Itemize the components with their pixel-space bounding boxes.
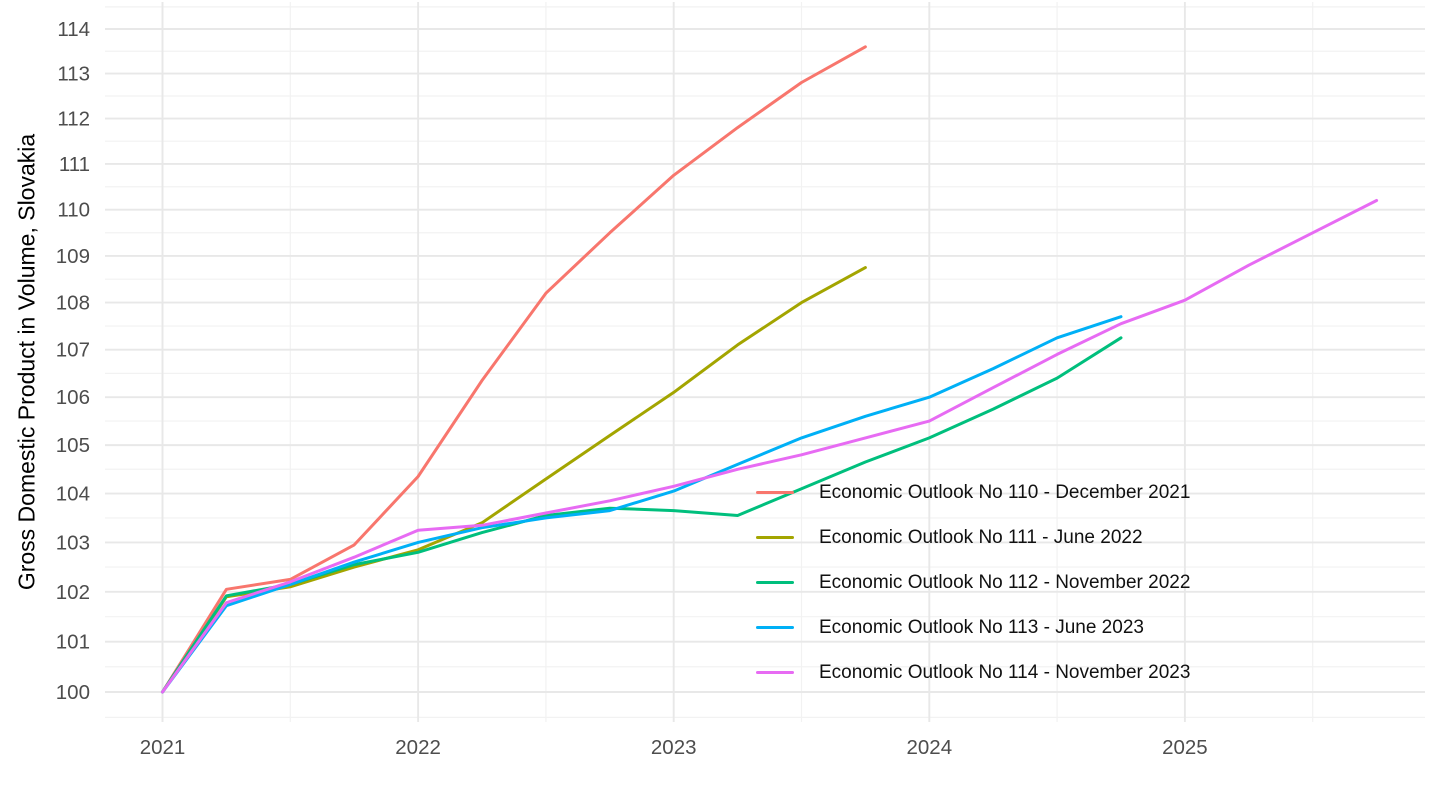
y-tick-label: 110 <box>57 199 90 222</box>
y-tick-label: 107 <box>56 339 90 362</box>
legend-item-label: Economic Outlook No 111 - June 2022 <box>819 526 1143 548</box>
series-line <box>161 199 1379 694</box>
legend-item: Economic Outlook No 112 - November 2022 <box>756 560 1190 605</box>
legend-key-line <box>756 580 794 585</box>
legend: Economic Outlook No 110 - December 2021 … <box>756 470 1190 695</box>
y-tick-label: 112 <box>57 108 90 131</box>
y-tick-label: 106 <box>56 386 90 409</box>
legend-item: Economic Outlook No 114 - November 2023 <box>756 650 1190 695</box>
legend-key-line <box>756 625 794 630</box>
y-tick-label: 100 <box>56 681 90 704</box>
y-tick-label: 113 <box>57 63 90 86</box>
series-line <box>161 45 867 694</box>
legend-item: Economic Outlook No 111 - June 2022 <box>756 515 1190 560</box>
y-axis-title: Gross Domestic Product in Volume, Slovak… <box>13 133 40 591</box>
legend-item: Economic Outlook No 110 - December 2021 <box>756 470 1190 515</box>
legend-item-label: Economic Outlook No 112 - November 2022 <box>819 571 1191 593</box>
legend-item-label: Economic Outlook No 113 - June 2023 <box>819 616 1144 638</box>
y-tick-label: 103 <box>56 531 90 554</box>
y-tick-label: 102 <box>56 581 90 604</box>
series-line <box>161 315 1123 694</box>
x-tick-label: 2021 <box>140 736 186 759</box>
y-tick-label: 114 <box>57 18 90 41</box>
y-tick-label: 111 <box>59 153 90 176</box>
y-tick-label: 108 <box>56 292 90 315</box>
y-tick-label: 109 <box>56 245 90 268</box>
legend-item: Economic Outlook No 113 - June 2023 <box>756 605 1190 650</box>
x-tick-label: 2025 <box>1162 736 1208 759</box>
x-tick-label: 2023 <box>651 736 697 759</box>
legend-key-line <box>756 490 794 495</box>
legend-key-line <box>756 535 794 540</box>
legend-item-label: Economic Outlook No 114 - November 2023 <box>819 661 1191 683</box>
legend-item-label: Economic Outlook No 110 - December 2021 <box>819 481 1191 503</box>
x-tick-label: 2022 <box>395 736 441 759</box>
y-tick-label: 101 <box>56 631 90 654</box>
y-tick-label: 105 <box>56 434 90 457</box>
x-tick-label: 2024 <box>906 736 952 759</box>
legend-key-line <box>756 670 794 675</box>
y-tick-label: 104 <box>56 483 90 506</box>
